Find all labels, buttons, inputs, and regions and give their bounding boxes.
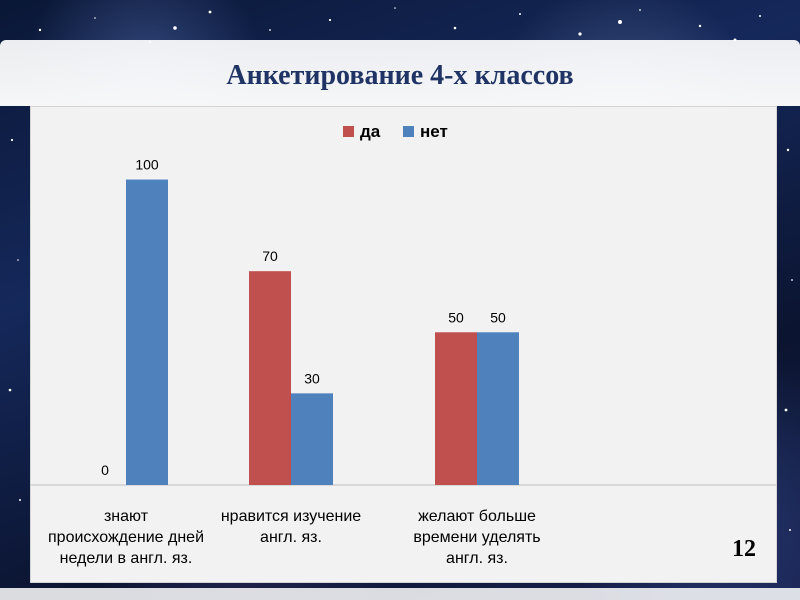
- category-label-1-0: нравится изучение: [221, 508, 361, 525]
- bar-net-2: [477, 332, 519, 485]
- bottom-strip: [0, 588, 800, 600]
- category-label-2-2: англ. яз.: [446, 550, 508, 567]
- category-label-1-1: англ. яз.: [260, 529, 322, 546]
- bar-chart: да нет 0 100 знают происхождение дней недели в…: [31, 122, 776, 567]
- legend-swatch-1: [403, 126, 414, 137]
- legend-label-0: да: [360, 122, 381, 141]
- category-label-0-1: происхождение дней: [48, 529, 204, 546]
- data-label-1-2: 50: [490, 309, 506, 325]
- legend-swatch-0: [343, 126, 354, 137]
- chart-panel: да нет 0 100 знают происхождение дней недели в…: [30, 106, 777, 583]
- category-label-0-2: недели в англ. яз.: [60, 550, 193, 567]
- bar-da-1: [249, 271, 291, 485]
- data-label-1-0: 100: [135, 157, 159, 173]
- category-label-0-0: знают: [104, 508, 149, 525]
- bar-net-0: [126, 179, 168, 485]
- title-band: [0, 40, 800, 106]
- category-label-2-1: времени уделять: [413, 529, 540, 546]
- data-label-0-0: 0: [101, 462, 109, 478]
- bar-da-2: [435, 332, 477, 485]
- legend: да нет: [343, 122, 448, 141]
- slide-title: Анкетирование 4-х классов: [226, 60, 574, 91]
- data-label-0-2: 50: [448, 309, 464, 325]
- page-number: 12: [732, 536, 756, 562]
- data-label-0-1: 70: [262, 248, 278, 264]
- data-label-1-1: 30: [304, 370, 320, 386]
- category-label-2-0: желают больше: [418, 508, 536, 525]
- bar-net-1: [291, 393, 333, 485]
- legend-label-1: нет: [420, 122, 448, 141]
